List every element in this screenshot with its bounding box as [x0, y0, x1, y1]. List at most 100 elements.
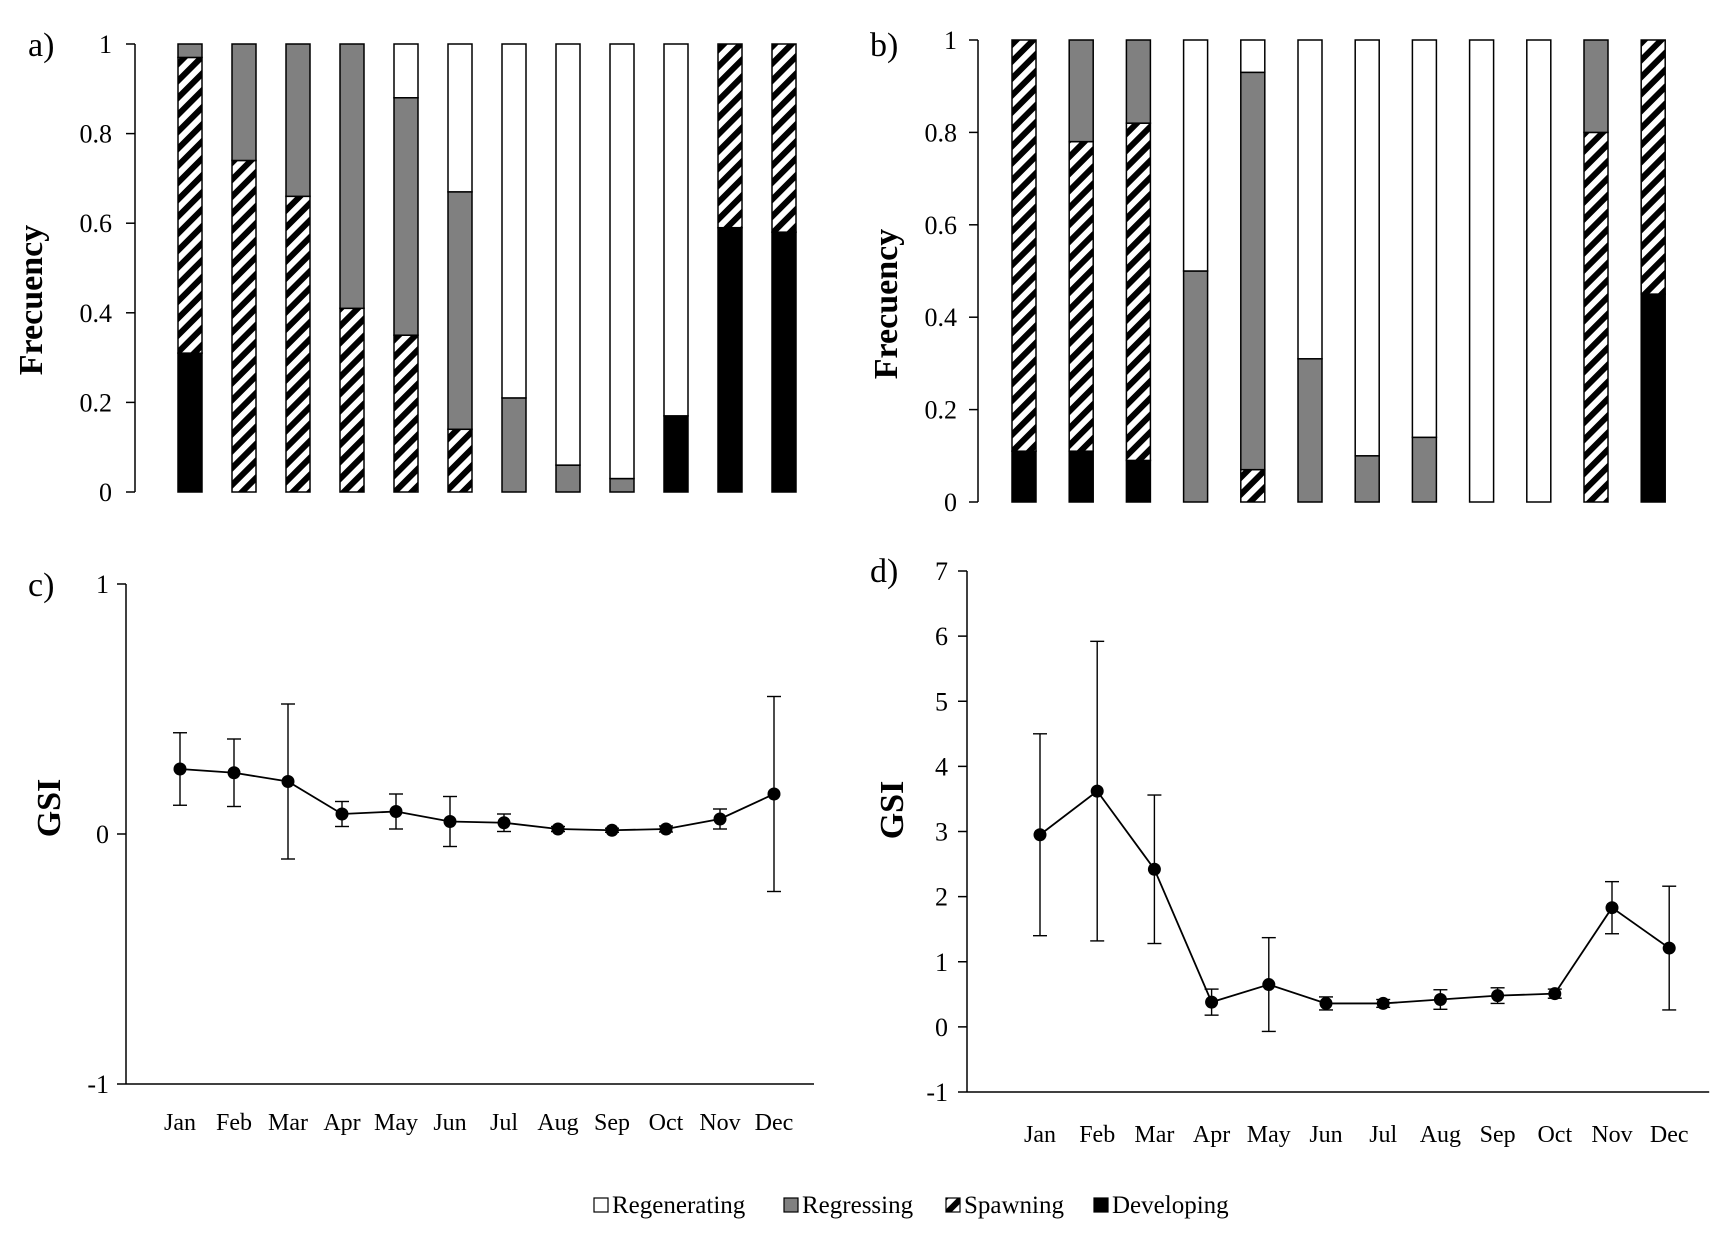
bar-segment-regenerating-may: [1240, 39, 1266, 74]
bar-segment-regressing-jul: [501, 397, 527, 493]
bar-segment-spawning-feb: [1068, 140, 1094, 452]
data-point-nov: [713, 812, 727, 826]
series-line: [179, 768, 775, 832]
y-tick-label: -1: [926, 1078, 948, 1107]
bar-segment-spawning-jun: [447, 428, 473, 493]
y-axis-title: GSI: [874, 781, 911, 840]
legend-swatch-regressing: [783, 1197, 799, 1213]
x-tick-label: Jul: [1369, 1122, 1397, 1148]
bar-segment-regressing-jan: [177, 43, 203, 59]
panel-b-stacked-bar-chart: b) Frecuency 0 0.2 0.4 0.6 0.8 1: [868, 26, 1666, 517]
bar-segment-developing-oct: [663, 415, 689, 493]
x-tick-label: Jul: [490, 1110, 518, 1136]
bar-segment-regressing-may: [393, 97, 419, 336]
y-axis-title: Frecuency: [13, 225, 50, 375]
y-tick-label: 0: [99, 478, 112, 507]
data-point-feb: [227, 766, 241, 780]
bar-segment-developing-nov: [717, 226, 743, 493]
bar-segment-spawning-apr: [339, 307, 365, 493]
x-tick-label: Sep: [1480, 1122, 1516, 1148]
data-point-apr: [1205, 995, 1219, 1009]
bar-segment-spawning-jan: [177, 56, 203, 354]
x-tick-label: Oct: [1537, 1122, 1572, 1148]
x-tick-label: Dec: [755, 1110, 794, 1136]
data-point-jul: [1376, 996, 1390, 1010]
y-tick-label: 0.6: [925, 211, 958, 240]
x-tick-label: Apr: [1193, 1122, 1230, 1148]
bar-segment-regressing-feb: [231, 43, 257, 162]
bar-segment-developing-jan: [1011, 450, 1037, 503]
y-tick-label: 0.8: [925, 118, 958, 147]
y-tick-label: 1: [96, 570, 109, 599]
y-tick-label: 5: [935, 687, 948, 716]
y-tick-label: 1: [99, 30, 112, 59]
legend-label-spawning: Spawning: [964, 1192, 1065, 1219]
data-point-apr: [335, 807, 349, 821]
bar-segment-spawning-nov: [717, 43, 743, 229]
bar-segment-regenerating-oct: [663, 43, 689, 417]
data-point-may: [389, 805, 403, 818]
y-tick-label: 0.2: [80, 388, 113, 417]
x-tick-label: Apr: [323, 1110, 360, 1136]
legend: Regenerating Regressing Spawning Developing: [593, 1192, 1229, 1219]
y-tick-label: 1: [944, 26, 957, 55]
data-point-aug: [551, 822, 565, 836]
data-point-feb: [1090, 784, 1104, 798]
data-point-jan: [1033, 828, 1047, 842]
bar-segment-regenerating-apr: [1182, 39, 1209, 272]
y-tick-label: 0.6: [80, 209, 113, 238]
x-tick-label: Feb: [1079, 1122, 1115, 1148]
data-point-dec: [1662, 941, 1676, 955]
legend-swatch-spawning: [945, 1197, 961, 1213]
x-tick-label: Oct: [649, 1110, 684, 1136]
bar-segment-regenerating-may: [393, 43, 419, 99]
bar-segment-regenerating-sep: [609, 43, 635, 480]
legend-swatch-regenerating: [593, 1197, 609, 1213]
data-point-jul: [497, 816, 511, 830]
bar-segment-regenerating-oct: [1526, 39, 1552, 503]
legend-swatch-developing: [1093, 1197, 1109, 1213]
bar-segment-spawning-nov: [1583, 131, 1609, 503]
y-tick-label: 6: [935, 622, 948, 651]
bar-segment-regenerating-jul: [1354, 39, 1380, 457]
legend-label-regressing: Regressing: [802, 1192, 914, 1219]
x-tick-label: Mar: [1134, 1122, 1174, 1148]
bar-segment-regressing-aug: [1411, 436, 1438, 503]
bar-segment-spawning-feb: [231, 159, 257, 493]
bar-segment-developing-feb: [1068, 450, 1094, 503]
x-tick-label: Jun: [1309, 1122, 1342, 1148]
bar-segment-regressing-apr: [1182, 270, 1209, 503]
y-tick-label: 3: [935, 818, 948, 847]
y-tick-label: 7: [935, 557, 948, 586]
data-point-nov: [1605, 901, 1619, 915]
bar-segment-spawning-may: [393, 334, 419, 493]
bar-segment-regressing-jun: [447, 191, 473, 431]
bar-segment-regenerating-jun: [1297, 39, 1323, 360]
bar-segment-regenerating-aug: [1411, 39, 1438, 439]
bar-segment-regressing-may: [1240, 71, 1266, 471]
bar-segment-regressing-jun: [1297, 358, 1323, 503]
bar-segment-developing-mar: [1125, 459, 1152, 503]
y-tick-label: 0.2: [925, 396, 958, 425]
data-point-dec: [767, 787, 781, 801]
legend-label-regenerating: Regenerating: [612, 1192, 746, 1219]
panel-letter: b): [870, 27, 898, 64]
data-point-mar: [1147, 862, 1161, 876]
x-tick-label: Feb: [216, 1110, 252, 1136]
panel-letter: c): [28, 567, 54, 604]
panel-d-gsi-line-chart: d) GSI -1 0 1 2 3 4 5 6 7 Jan Feb Mar Apr May Jun Jul Aug S…: [870, 553, 1710, 1148]
y-tick-label: 1: [935, 948, 948, 977]
x-tick-label: Aug: [1420, 1122, 1461, 1148]
bar-segment-developing-jan: [177, 352, 203, 493]
bar-segment-regressing-sep: [609, 477, 635, 493]
y-tick-label: 4: [935, 752, 948, 781]
panel-c-gsi-line-chart: c) GSI -1 0 1 Jan Feb Mar Apr May Jun Jul Aug Sep Oct N…: [28, 567, 814, 1136]
data-point-jun: [443, 815, 457, 828]
bar-segment-regressing-mar: [285, 43, 311, 198]
legend-label-developing: Developing: [1112, 1192, 1229, 1219]
y-tick-label: -1: [87, 1070, 109, 1099]
bar-segment-regressing-mar: [1125, 39, 1152, 124]
x-tick-label: May: [374, 1110, 418, 1136]
x-tick-label: Jan: [1024, 1122, 1056, 1148]
